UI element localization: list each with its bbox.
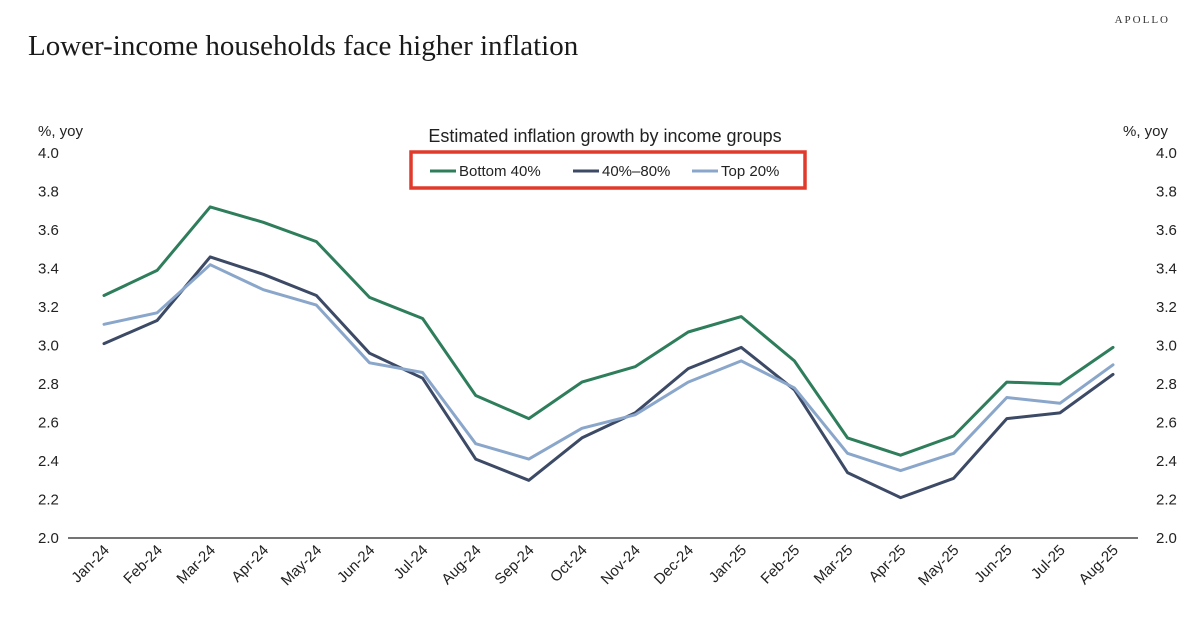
series-layer [102,205,1115,500]
y-tick-label-left: 2.4 [38,453,59,470]
x-tick-label: Oct-24 [547,542,591,586]
legend-highlight-box [409,150,807,190]
y-tick-label-right: 2.6 [1156,415,1177,432]
y-tick-label-right: 2.0 [1156,530,1177,547]
y-tick-label-left: 3.8 [38,184,59,201]
x-tick-label: Sep-24 [491,542,537,588]
y-tick-label-right: 2.8 [1156,376,1177,393]
legend-label-1: 40%–80% [602,163,670,180]
page-title: Lower-income households face higher infl… [28,30,579,62]
x-tick-label: Jan-24 [68,542,112,586]
y-tick-label-right: 2.4 [1156,453,1177,470]
series-line-0 [102,205,1115,457]
y-tick-label-right: 3.6 [1156,222,1177,239]
x-tick-label: May-24 [278,542,325,589]
x-tick-label: Feb-24 [120,542,166,588]
y-tick-label-left: 3.0 [38,338,59,355]
y-axis-unit-left: %, yoy [38,123,84,140]
y-tick-label-left: 2.2 [38,492,59,509]
x-tick-label: Jul-24 [391,542,432,583]
x-tick-label: Dec-24 [651,542,697,588]
y-tick-label-right: 4.0 [1156,145,1177,162]
x-tick-label: Mar-24 [173,542,219,588]
y-tick-label-left: 3.6 [38,222,59,239]
brand-logo-text: APOLLO [1114,14,1170,26]
x-tick-label: Apr-24 [228,542,272,586]
chart-title: Estimated inflation growth by income gro… [428,126,781,146]
x-tick-label: Jun-25 [971,542,1015,586]
y-tick-label-left: 4.0 [38,145,59,162]
x-tick-label: Apr-25 [866,542,910,586]
y-tick-label-right: 3.4 [1156,261,1177,278]
series-line-2 [102,263,1115,473]
x-tick-label: Jul-25 [1028,542,1069,583]
y-tick-label-left: 3.4 [38,261,59,278]
x-tick-label: May-25 [915,542,962,589]
series-line-1 [102,255,1115,500]
y-tick-label-right: 3.2 [1156,299,1177,316]
y-tick-label-right: 2.2 [1156,492,1177,509]
legend-label-2: Top 20% [721,163,779,180]
y-tick-label-left: 2.6 [38,415,59,432]
x-tick-label: Jun-24 [334,542,378,586]
x-tick-label: Mar-25 [811,542,857,588]
x-tick-label: Aug-24 [438,542,484,588]
x-tick-label: Nov-24 [598,542,644,588]
x-tick-label: Feb-25 [758,542,804,588]
y-tick-label-left: 2.0 [38,530,59,547]
y-axis-left: 4.0 3.8 3.6 3.4 3.2 3.0 2.8 2.6 2.4 2.2 2.0 [38,145,59,547]
y-axis-right: 4.0 3.8 3.6 3.4 3.2 3.0 2.8 2.6 2.4 2.2 2.0 [1156,145,1177,547]
x-tick-label: Jan-25 [706,542,750,586]
chart-legend: Bottom 40% 40%–80% Top 20% [409,150,807,190]
y-tick-label-right: 3.8 [1156,184,1177,201]
x-tick-label: Aug-25 [1076,542,1122,588]
x-axis: Jan-24 Feb-24 Mar-24 Apr-24 May-24 Jun-24 Jul-… [68,542,1121,589]
legend-label-0: Bottom 40% [459,163,541,180]
y-axis-unit-right: %, yoy [1123,123,1169,140]
y-tick-label-left: 3.2 [38,299,59,316]
y-tick-label-left: 2.8 [38,376,59,393]
y-tick-label-right: 3.0 [1156,338,1177,355]
